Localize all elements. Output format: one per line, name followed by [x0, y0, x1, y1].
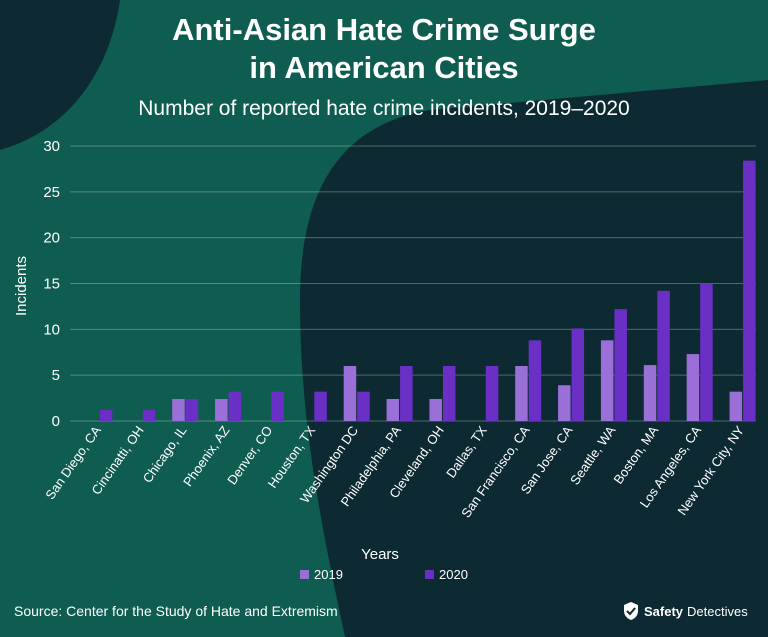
y-tick-label: 5 — [52, 367, 60, 384]
brand-name-part2: Detectives — [687, 603, 748, 619]
bar-2020 — [99, 410, 113, 421]
bar-2020 — [528, 340, 542, 421]
y-tick-label: 20 — [43, 230, 60, 247]
bar-2019 — [172, 399, 185, 421]
bar-2020 — [185, 399, 199, 421]
y-tick-label: 30 — [43, 138, 60, 155]
bar-2020 — [571, 328, 585, 421]
source-note: Source: Center for the Study of Hate and… — [14, 603, 338, 619]
bar-2020 — [485, 366, 499, 421]
chart-title-line2: in American Cities — [249, 50, 519, 85]
shield-logo-icon — [624, 602, 638, 620]
y-tick-label: 10 — [43, 321, 60, 338]
bar-2019 — [215, 399, 228, 421]
bar-2019 — [558, 385, 571, 421]
bar-2020 — [657, 290, 670, 421]
bar-2019 — [386, 399, 400, 421]
x-tick-label: Dallas, TX — [443, 423, 490, 481]
legend: 2019 2020 — [300, 567, 468, 582]
brand-name-part1: Safety — [644, 603, 684, 619]
bar-2020 — [357, 391, 370, 421]
chart-subtitle: Number of reported hate crime incidents,… — [138, 97, 630, 120]
bar-2020 — [743, 160, 756, 421]
bar-2020 — [271, 391, 284, 421]
bar-2019 — [429, 399, 442, 421]
background-corner-blob — [0, 0, 120, 150]
bar-2019 — [729, 391, 743, 421]
bar-2019 — [515, 366, 528, 421]
bar-2020 — [314, 391, 327, 421]
x-axis-label: Years — [361, 546, 399, 563]
brand-logo[interactable]: Safety Detectives — [622, 601, 748, 621]
bar-2020 — [400, 366, 413, 421]
bar-2020 — [142, 410, 156, 421]
bar-2019 — [686, 354, 700, 421]
y-tick-label: 25 — [43, 184, 60, 201]
y-axis-label: Incidents — [13, 256, 30, 316]
legend-label-2019: 2019 — [314, 567, 343, 582]
legend-label-2020: 2020 — [439, 567, 468, 582]
bars — [99, 160, 756, 421]
bar-2020 — [614, 309, 627, 421]
bar-2019 — [343, 366, 357, 421]
bar-2020 — [228, 391, 242, 421]
legend-swatch-2020 — [425, 570, 434, 579]
bar-2020 — [442, 366, 456, 421]
y-tick-labels: 0 5 10 15 20 25 30 — [43, 138, 60, 430]
bar-2019 — [643, 365, 657, 421]
y-tick-label: 0 — [52, 413, 60, 430]
bar-2020 — [700, 283, 713, 421]
bar-2019 — [600, 340, 614, 421]
y-tick-label: 15 — [43, 276, 60, 293]
chart-title-line1: Anti-Asian Hate Crime Surge — [172, 12, 596, 47]
legend-swatch-2019 — [300, 570, 309, 579]
